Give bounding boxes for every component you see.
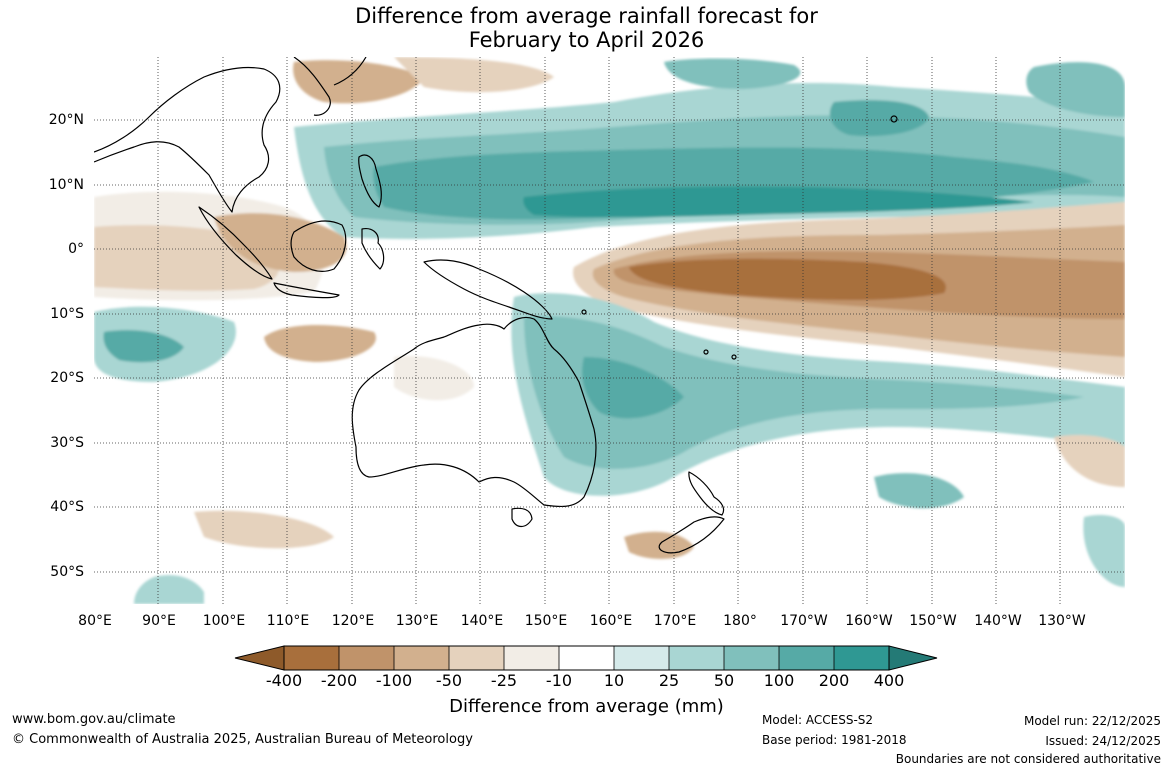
graticule [94, 57, 1125, 604]
new-guinea-coast [423, 259, 553, 320]
colorbar-swatch-neg10-10 [559, 646, 614, 670]
coastlines [94, 57, 898, 554]
tasmania-coast [511, 507, 533, 528]
footer-model: Model: ACCESS-S2 [762, 713, 874, 727]
footer-model-run: Model run: 22/12/2025 [1023, 714, 1161, 728]
colorbar-swatch-neg400-neg200 [284, 646, 339, 670]
sumatra-coast [198, 206, 273, 280]
lon-label-140e: 140°E [460, 613, 504, 629]
rainfall-anomaly-map [94, 57, 1125, 604]
rainfall-contours [94, 57, 1125, 604]
new-zealand-coast [688, 471, 725, 516]
footer-base-period: Base period: 1981-2018 [762, 733, 907, 747]
lon-label-120e: 120°E [331, 613, 375, 629]
borneo-coast [290, 220, 347, 272]
colorbar-tick-10: 10 [603, 671, 625, 690]
lon-label-150e: 150°E [524, 613, 568, 629]
colorbar-swatch-25-50 [669, 646, 724, 670]
lat-label-40s: 40°S [50, 499, 84, 515]
colorbar-tick-25: 25 [658, 671, 680, 690]
colorbar-swatch-200-400 [834, 646, 889, 670]
sulawesi-coast [361, 228, 385, 270]
colorbar-tick--25: -25 [490, 671, 518, 690]
colorbar-swatch-neg200-neg100 [339, 646, 394, 670]
footer-copyright: © Commonwealth of Australia 2025, Austra… [12, 732, 473, 747]
lon-label-160e: 160°E [589, 613, 633, 629]
colorbar-tick--400: -400 [265, 671, 303, 690]
colorbar-swatch-neg100-neg50 [394, 646, 449, 670]
philippines-coast [358, 154, 382, 208]
lon-label-110e: 110°E [266, 613, 310, 629]
footer-disclaimer: Boundaries are not considered authoritat… [895, 752, 1161, 766]
colorbar-max-arrow [888, 645, 938, 671]
lon-label-100e: 100°E [202, 613, 246, 629]
title-line-2: February to April 2026 [468, 28, 705, 52]
colorbar-tick-50: 50 [713, 671, 735, 690]
colorbar-tick-400: 400 [873, 671, 905, 690]
colorbar-tick--100: -100 [375, 671, 413, 690]
new-zealand-south-coast [658, 516, 725, 554]
lon-label-130e: 130°E [395, 613, 439, 629]
lon-label-170e: 170°E [653, 613, 697, 629]
lat-label-10s: 10°S [50, 306, 84, 322]
lon-label-140w: 140°W [974, 613, 1022, 629]
lat-label-20n: 20°N [48, 112, 84, 128]
colorbar-swatch-100-200 [779, 646, 834, 670]
lat-label-30s: 30°S [50, 435, 84, 451]
footer-issued: Issued: 24/12/2025 [1045, 734, 1161, 748]
japan-coast [333, 57, 367, 86]
colorbar-tick--10: -10 [545, 671, 573, 690]
asia-mainland-coast [94, 66, 281, 213]
colorbar-min-arrow [234, 645, 285, 671]
australia-coast [351, 316, 597, 508]
colorbar-swatch-50-100 [724, 646, 779, 670]
title-line-1: Difference from average rainfall forecas… [355, 4, 818, 28]
colorbar-swatch-neg25-neg10 [504, 646, 559, 670]
lat-label-10n: 10°N [48, 177, 84, 193]
footer-website: www.bom.gov.au/climate [12, 712, 176, 727]
colorbar-tick--200: -200 [320, 671, 358, 690]
lon-label-90e: 90°E [142, 613, 176, 629]
colorbar-tick--50: -50 [435, 671, 463, 690]
colorbar-title: Difference from average (mm) [449, 696, 724, 717]
colorbar [234, 645, 938, 671]
lon-label-170w: 170°W [780, 613, 828, 629]
asia-mainland-north-coast [293, 57, 331, 116]
colorbar-swatch-neg50-neg25 [449, 646, 504, 670]
lon-label-130w: 130°W [1038, 613, 1086, 629]
colorbar-tick-100: 100 [763, 671, 795, 690]
colorbar-tick-200: 200 [818, 671, 850, 690]
java-coast [273, 282, 340, 299]
lon-label-80e: 80°E [78, 613, 112, 629]
lat-label-50s: 50°S [50, 564, 84, 580]
lon-label-150w: 150°W [909, 613, 957, 629]
lat-label-20s: 20°S [50, 370, 84, 386]
lon-label-160w: 160°W [845, 613, 893, 629]
colorbar-swatch-10-25 [614, 646, 669, 670]
map-title: Difference from average rainfall forecas… [0, 4, 1173, 52]
lon-label-180: 180° [723, 613, 757, 629]
lat-label-0: 0° [68, 241, 84, 257]
